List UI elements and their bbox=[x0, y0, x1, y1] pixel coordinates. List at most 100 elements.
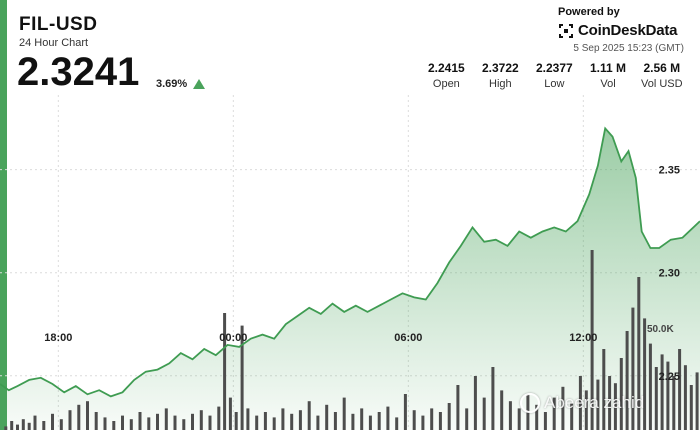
volume-bar bbox=[608, 376, 612, 430]
stat-label: Open bbox=[432, 78, 460, 90]
timestamp: 5 Sep 2025 15:23 (GMT) bbox=[573, 43, 684, 54]
volume-bar bbox=[678, 349, 682, 430]
volume-bar bbox=[570, 403, 574, 430]
volume-bar bbox=[689, 385, 693, 430]
volume-bar bbox=[590, 250, 594, 430]
volume-bar bbox=[602, 349, 606, 430]
volume-bar bbox=[59, 419, 63, 430]
volume-bar bbox=[208, 415, 212, 430]
x-tick-label: 06:00 bbox=[394, 332, 422, 344]
volume-bar bbox=[68, 410, 72, 430]
price-change: 3.69% bbox=[156, 78, 188, 90]
volume-bar bbox=[631, 307, 635, 430]
volume-bar bbox=[138, 412, 142, 430]
volume-bar bbox=[473, 376, 477, 430]
volume-bar bbox=[613, 383, 617, 430]
stat-vol: 1.11 M Vol bbox=[590, 61, 626, 90]
volume-bar bbox=[351, 413, 355, 430]
volume-bar bbox=[683, 365, 687, 430]
volume-bar bbox=[500, 390, 504, 430]
volume-bar bbox=[491, 367, 495, 430]
volume-bar bbox=[263, 412, 267, 430]
brand-name: CoinDeskData bbox=[578, 22, 678, 39]
volume-bar bbox=[465, 408, 469, 430]
price-line bbox=[0, 126, 700, 398]
volume-bar bbox=[584, 390, 588, 430]
volume-bar bbox=[121, 415, 124, 430]
symbol-title: FIL-USD bbox=[19, 14, 98, 35]
volume-bar bbox=[619, 358, 623, 430]
volume-bar bbox=[325, 404, 329, 430]
volume-bar bbox=[368, 415, 372, 430]
volume-bar bbox=[86, 401, 89, 430]
y-tick-label: 2.25 bbox=[659, 371, 680, 383]
volume-bar bbox=[447, 403, 451, 430]
volume-bar bbox=[625, 331, 629, 430]
stat-label: Vol USD bbox=[641, 78, 683, 90]
volume-bar bbox=[648, 343, 652, 430]
volume-bar bbox=[298, 410, 302, 430]
volume-bar bbox=[4, 426, 8, 430]
stat-open: 2.2415 Open bbox=[428, 61, 465, 90]
volume-bar bbox=[377, 412, 381, 430]
volume-bar bbox=[360, 408, 364, 430]
volume-bar bbox=[16, 424, 19, 430]
volume-bar bbox=[643, 318, 647, 430]
volume-bar bbox=[654, 367, 658, 430]
volume-bar bbox=[77, 404, 81, 430]
stat-high: 2.3722 High bbox=[482, 61, 519, 90]
stat-label: High bbox=[489, 78, 512, 90]
volume-bar bbox=[561, 386, 565, 430]
volume-bar bbox=[535, 404, 539, 430]
y-tick-label: 2.30 bbox=[659, 268, 680, 280]
volume-bar bbox=[386, 406, 390, 430]
volume-bar bbox=[191, 413, 194, 430]
volume-bar bbox=[27, 422, 31, 430]
accent-bar bbox=[0, 0, 7, 430]
volume-bar bbox=[342, 397, 346, 430]
volume-bar bbox=[412, 410, 416, 430]
stat-value: 2.2377 bbox=[536, 61, 573, 75]
price-area bbox=[0, 128, 700, 430]
stat-low: 2.2377 Low bbox=[536, 61, 573, 90]
stat-value: 1.11 M bbox=[590, 61, 627, 75]
x-tick-label: 00:00 bbox=[219, 332, 247, 344]
volume-bar bbox=[482, 397, 486, 430]
volume-bar bbox=[666, 361, 670, 430]
volume-bar bbox=[517, 408, 521, 430]
volume-bar bbox=[21, 419, 25, 430]
chart-subtitle: 24 Hour Chart bbox=[19, 37, 89, 49]
volume-bar bbox=[333, 412, 337, 430]
volume-bar bbox=[199, 410, 203, 430]
watermark-icon bbox=[520, 393, 540, 413]
stat-label: Vol bbox=[600, 78, 616, 90]
volume-bar bbox=[103, 417, 107, 430]
volume-bar bbox=[552, 397, 556, 430]
volume-bar bbox=[234, 412, 238, 430]
volume-bar bbox=[246, 408, 250, 430]
volume-tick-label: 50.0K bbox=[647, 324, 674, 335]
volume-bar bbox=[438, 412, 442, 430]
volume-bar bbox=[430, 408, 434, 430]
volume-bar bbox=[421, 415, 425, 430]
stat-value: 2.56 M bbox=[643, 61, 681, 75]
volume-bar bbox=[316, 415, 320, 430]
volume-bar bbox=[147, 417, 151, 430]
coindesk-logo-icon bbox=[559, 23, 573, 38]
volume-bar bbox=[51, 413, 54, 430]
volume-bar bbox=[33, 415, 37, 430]
volume-bar bbox=[255, 415, 259, 430]
volume-bar bbox=[290, 413, 294, 430]
volume-bar bbox=[129, 419, 133, 430]
volume-bar bbox=[217, 406, 221, 430]
volume-bar bbox=[182, 419, 186, 430]
volume-bar bbox=[223, 313, 227, 430]
volume-bar bbox=[173, 415, 177, 430]
brand-logo[interactable]: CoinDeskData bbox=[558, 22, 677, 39]
volume-bar bbox=[543, 412, 547, 430]
volume-bar bbox=[596, 379, 600, 430]
volume-bar bbox=[156, 413, 159, 430]
volume-bar bbox=[660, 354, 664, 430]
volume-bar bbox=[578, 376, 582, 430]
